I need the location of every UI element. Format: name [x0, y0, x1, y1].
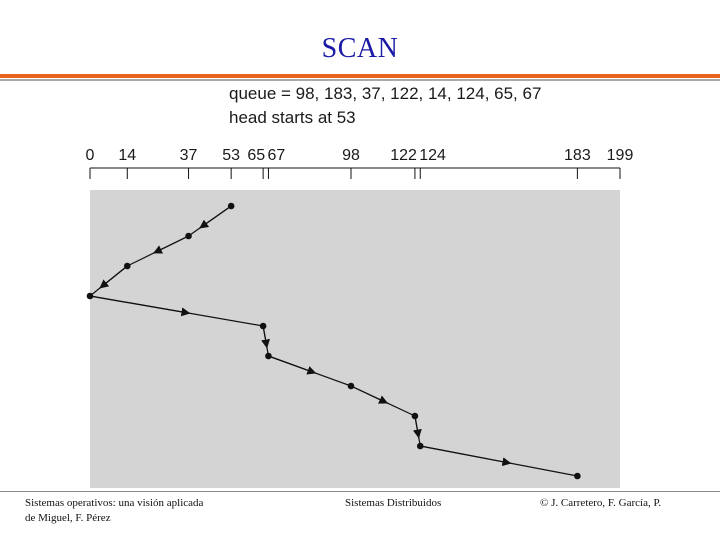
request-point: [347, 382, 355, 390]
queue-caption: queue = 98, 183, 37, 122, 14, 124, 65, 6…: [229, 84, 542, 103]
head-direction-arrow: [420, 445, 512, 467]
request-point: [227, 202, 235, 210]
request-point: [123, 262, 131, 270]
head-direction-arrow: [350, 385, 389, 404]
axis-tick-label: 98: [342, 147, 360, 164]
axis-ticks: [89, 168, 621, 179]
axis-tick-label: 14: [118, 147, 136, 164]
request-point: [86, 292, 94, 300]
footer-rule: [0, 491, 720, 492]
footer-book-line2: de Miguel, F. Pérez: [25, 512, 111, 524]
diagram-panel: [90, 190, 620, 488]
head-direction-arrow: [268, 355, 317, 375]
head-direction-arrow: [412, 415, 422, 439]
axis-tick-label: 67: [267, 147, 285, 164]
axis-tick-label: 122: [390, 147, 417, 164]
axis-tick-label: 53: [222, 147, 240, 164]
footer-book-line1: Sistemas operativos: una visión aplicada: [25, 497, 204, 509]
footer-book-credit: Sistemas operativos: una visión aplicada…: [25, 496, 203, 526]
head-direction-arrow: [152, 235, 189, 254]
head-direction-arrow: [261, 325, 270, 349]
axis-tick-label: 183: [564, 147, 591, 164]
request-point: [411, 412, 419, 420]
request-point: [416, 442, 424, 450]
footer-copyright: © J. Carretero, F. García, P.: [540, 497, 662, 509]
axis-tick-labels: 0 14 37 53 65 67 98 122 124 183 199: [86, 147, 634, 164]
title-rule-shadow: [0, 79, 720, 81]
footer-course: Sistemas Distribuidos: [345, 497, 442, 509]
request-point: [265, 352, 272, 360]
axis-tick-label: 37: [180, 147, 198, 164]
slide-title: SCAN: [321, 33, 399, 64]
title-rule: [0, 74, 720, 78]
axis-tick-label: 0: [86, 147, 95, 164]
head-path: [89, 205, 578, 477]
axis-tick-label: 65: [247, 147, 265, 164]
head-direction-arrow: [198, 205, 232, 229]
axis-tick-label: 124: [419, 147, 446, 164]
head-start-caption: head starts at 53: [229, 108, 356, 127]
request-point: [185, 232, 192, 240]
request-point: [259, 322, 267, 330]
request-points: [86, 202, 581, 480]
head-direction-arrow: [98, 265, 128, 289]
axis-tick-label: 199: [607, 147, 634, 164]
request-point: [574, 472, 581, 480]
head-direction-arrow: [89, 295, 191, 317]
